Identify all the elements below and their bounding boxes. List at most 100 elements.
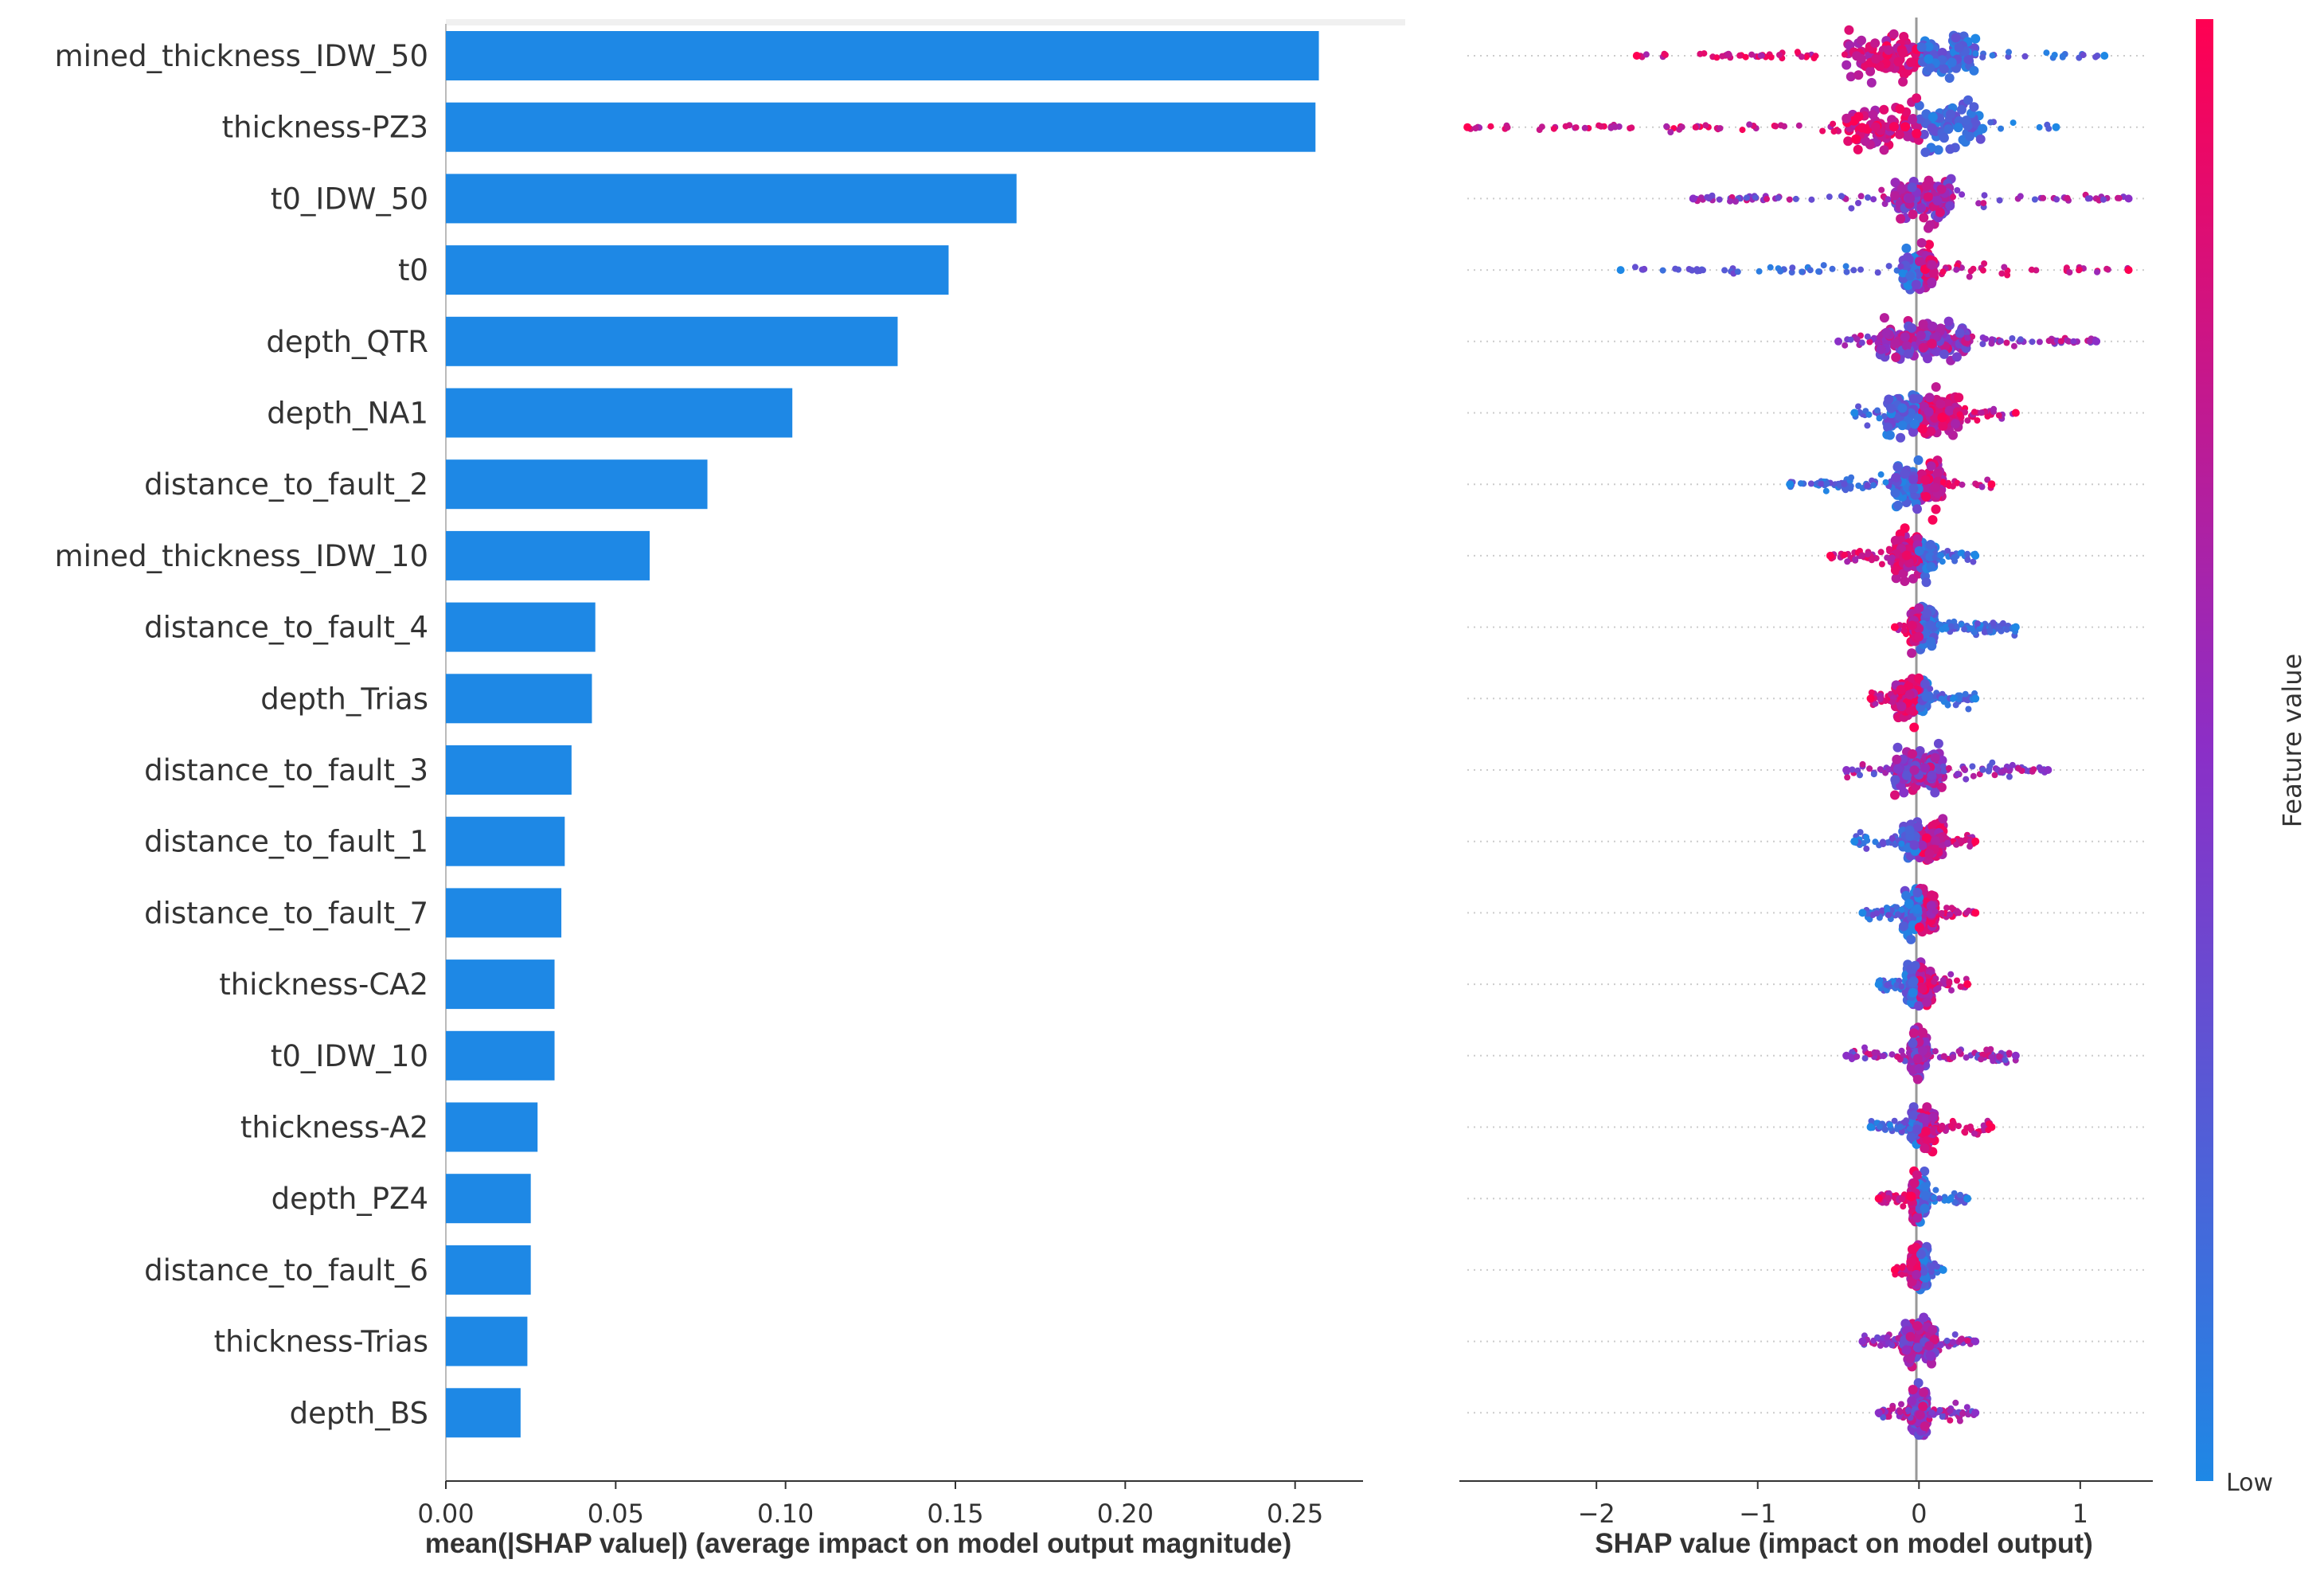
- swarm-point: [1890, 338, 1900, 349]
- swarm-point: [1776, 52, 1783, 58]
- swarm-point: [1969, 763, 1976, 770]
- swarm-point: [1920, 147, 1931, 158]
- swarm-point: [1830, 120, 1837, 127]
- swarm-point: [2059, 53, 2066, 60]
- swarm-point: [1898, 1401, 1904, 1408]
- swarm-point: [1931, 978, 1938, 985]
- swarm-point: [1975, 200, 1982, 207]
- swarm-point: [1888, 554, 1896, 561]
- swarm-point: [1842, 1051, 1851, 1060]
- swarm-point: [1891, 472, 1901, 483]
- swarm-point: [1944, 702, 1951, 709]
- swarm-point: [1915, 256, 1924, 267]
- swarm-point: [1858, 1337, 1867, 1346]
- swarm-point: [1913, 455, 1924, 465]
- swarm-point: [1884, 1334, 1891, 1341]
- swarm-point: [1998, 270, 2006, 277]
- swarm-point: [1884, 394, 1894, 404]
- swarm-point: [1938, 552, 1944, 559]
- swarm-point: [1951, 33, 1961, 43]
- swarm-point: [1970, 558, 1977, 565]
- swarm-point: [1777, 122, 1784, 129]
- swarm-point: [1921, 577, 1931, 588]
- swarm-point: [1572, 124, 1580, 131]
- swarm-point: [1907, 648, 1917, 659]
- swarm-point: [1822, 487, 1830, 494]
- swarm-point: [1930, 752, 1940, 763]
- swarm-point: [1954, 393, 1964, 403]
- swarm-point: [1853, 336, 1861, 343]
- swarm-point: [1742, 53, 1749, 61]
- bar-thickness-Trias: [446, 1316, 528, 1366]
- swarm-point: [1904, 825, 1915, 835]
- swarm-point: [1852, 556, 1859, 563]
- swarm-point: [1752, 194, 1760, 201]
- swarm-point: [1964, 550, 1971, 557]
- swarm-point: [1939, 1413, 1946, 1420]
- swarm-point: [1987, 119, 1994, 126]
- swarm-point: [1890, 775, 1900, 785]
- swarm-point: [1842, 766, 1851, 774]
- swarm-point: [1850, 837, 1859, 846]
- swarm-row-depth_BS: [1874, 1378, 1980, 1440]
- swarm-point: [1894, 911, 1901, 918]
- swarm-point: [1926, 426, 1936, 436]
- swarm-point: [1965, 705, 1972, 713]
- swarm-point: [1927, 686, 1934, 693]
- swarm-point: [1943, 124, 1954, 135]
- swarm-point: [1727, 197, 1733, 205]
- swarm-point: [1943, 625, 1950, 632]
- swarm-point: [1890, 535, 1900, 545]
- swarm-point: [1927, 770, 1937, 780]
- swarm-point: [1979, 341, 1986, 347]
- swarm-point: [1913, 822, 1924, 832]
- swarm-point: [1739, 127, 1746, 134]
- bar-ylabel-distance_to_fault_6: distance_to_fault_6: [144, 1253, 428, 1288]
- swarm-point: [2036, 123, 2043, 131]
- swarm-point: [1926, 561, 1936, 572]
- swarm-point: [1917, 1045, 1928, 1056]
- swarm-point: [1944, 73, 1955, 83]
- swarm-point: [1871, 54, 1881, 64]
- swarm-point: [1732, 198, 1739, 205]
- swarm-point: [1892, 462, 1903, 472]
- swarm-point: [1928, 1409, 1935, 1417]
- swarm-point: [1891, 352, 1901, 362]
- swarm-point: [1803, 53, 1810, 61]
- swarm-point: [1957, 549, 1964, 557]
- swarm-point: [1919, 213, 1929, 223]
- swarm-point: [2084, 195, 2092, 202]
- swarm-point: [1947, 971, 1955, 978]
- swarm-point: [2030, 766, 2037, 773]
- swarm-point: [2070, 338, 2077, 345]
- swarm-point: [1850, 408, 1859, 417]
- swarm-row-distance_to_fault_2: [1786, 455, 1996, 525]
- swarm-point: [1876, 1123, 1883, 1130]
- swarm-point: [1842, 263, 1849, 270]
- swarm-point: [1952, 1399, 1959, 1406]
- swarm-point: [1955, 1048, 1963, 1055]
- swarm-point: [1907, 1264, 1914, 1272]
- swarm-point: [1870, 771, 1877, 778]
- swarm-point: [1844, 25, 1854, 35]
- swarm-point: [1702, 122, 1709, 129]
- swarm-point: [2115, 194, 2121, 201]
- swarm-point: [1971, 1337, 1980, 1346]
- swarm-point: [1756, 268, 1763, 275]
- swarm-point: [1864, 551, 1871, 558]
- swarm-point: [1912, 1124, 1922, 1135]
- swarm-point: [1912, 121, 1923, 131]
- swarm-point: [1971, 1130, 1978, 1137]
- swarm-point: [1853, 1053, 1861, 1060]
- swarm-point: [1886, 403, 1896, 413]
- swarm-point: [1924, 407, 1934, 417]
- swarm-point: [1841, 481, 1848, 488]
- swarm-point: [1957, 837, 1964, 844]
- swarm-point: [1928, 268, 1939, 278]
- swarm-point: [1946, 109, 1955, 119]
- bar-distance_to_fault_7: [446, 888, 562, 938]
- swarm-point: [1960, 765, 1967, 772]
- swarm-point: [1918, 1027, 1928, 1038]
- swarm-point: [2044, 121, 2051, 128]
- swarm-point: [1945, 764, 1952, 772]
